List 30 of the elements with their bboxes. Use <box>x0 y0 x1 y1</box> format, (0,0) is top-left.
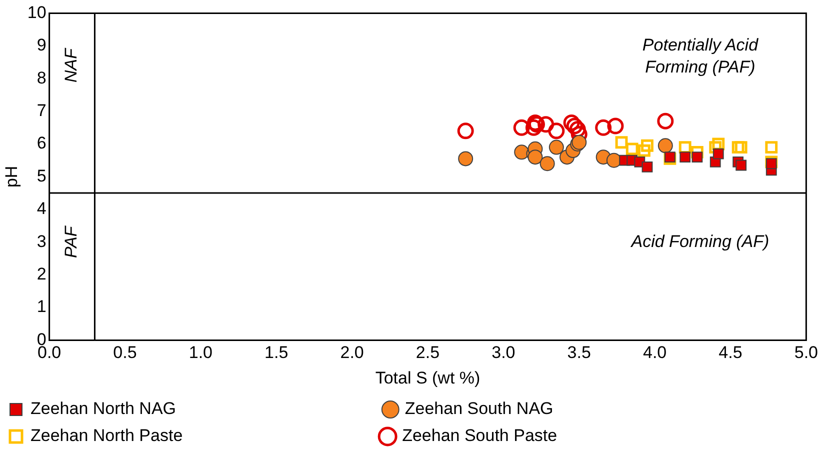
annotation: Potentially Acid Forming (PAF) <box>642 36 759 77</box>
annotation: Acid Forming (AF) <box>630 232 770 251</box>
legend-label: Zeehan South NAG <box>404 399 752 418</box>
x-tick-label: 1.5 <box>264 343 288 362</box>
legend-label: Zeehan North NAG <box>30 399 374 418</box>
y-tick-label: 2 <box>36 264 46 284</box>
x-axis-title: Total S (wt %) <box>375 368 480 388</box>
legend-label: Zeehan North Paste <box>30 426 372 446</box>
y-axis-title: pH <box>2 166 21 188</box>
x-tick-label: 4.5 <box>718 343 742 362</box>
y-tick-label: 1 <box>36 297 46 316</box>
y-tick-label: 4 <box>36 199 46 218</box>
x-tick-label: 2.5 <box>416 343 440 362</box>
y-tick-label: 10 <box>27 2 46 22</box>
y-tick-label: 8 <box>36 68 46 88</box>
y-tick-label: 7 <box>36 100 46 120</box>
legend-label: Zeehan South Paste <box>402 426 746 446</box>
x-tick-label: 4.0 <box>642 343 667 362</box>
y-tick-label: 9 <box>36 36 46 55</box>
y-tick-label: 3 <box>36 232 46 251</box>
annotation: PAF <box>62 224 81 258</box>
x-tick-label: 5.0 <box>794 343 818 362</box>
x-tick-label: 0.5 <box>113 343 137 362</box>
y-tick-label: 6 <box>36 134 46 153</box>
x-tick-label: 1.0 <box>188 343 213 362</box>
x-tick-label: 3.5 <box>567 343 591 362</box>
annotation: NAF <box>62 46 81 83</box>
x-tick-label: 3.0 <box>492 343 516 362</box>
y-tick-label: 5 <box>36 166 46 186</box>
x-tick-label: 2.0 <box>340 343 364 362</box>
